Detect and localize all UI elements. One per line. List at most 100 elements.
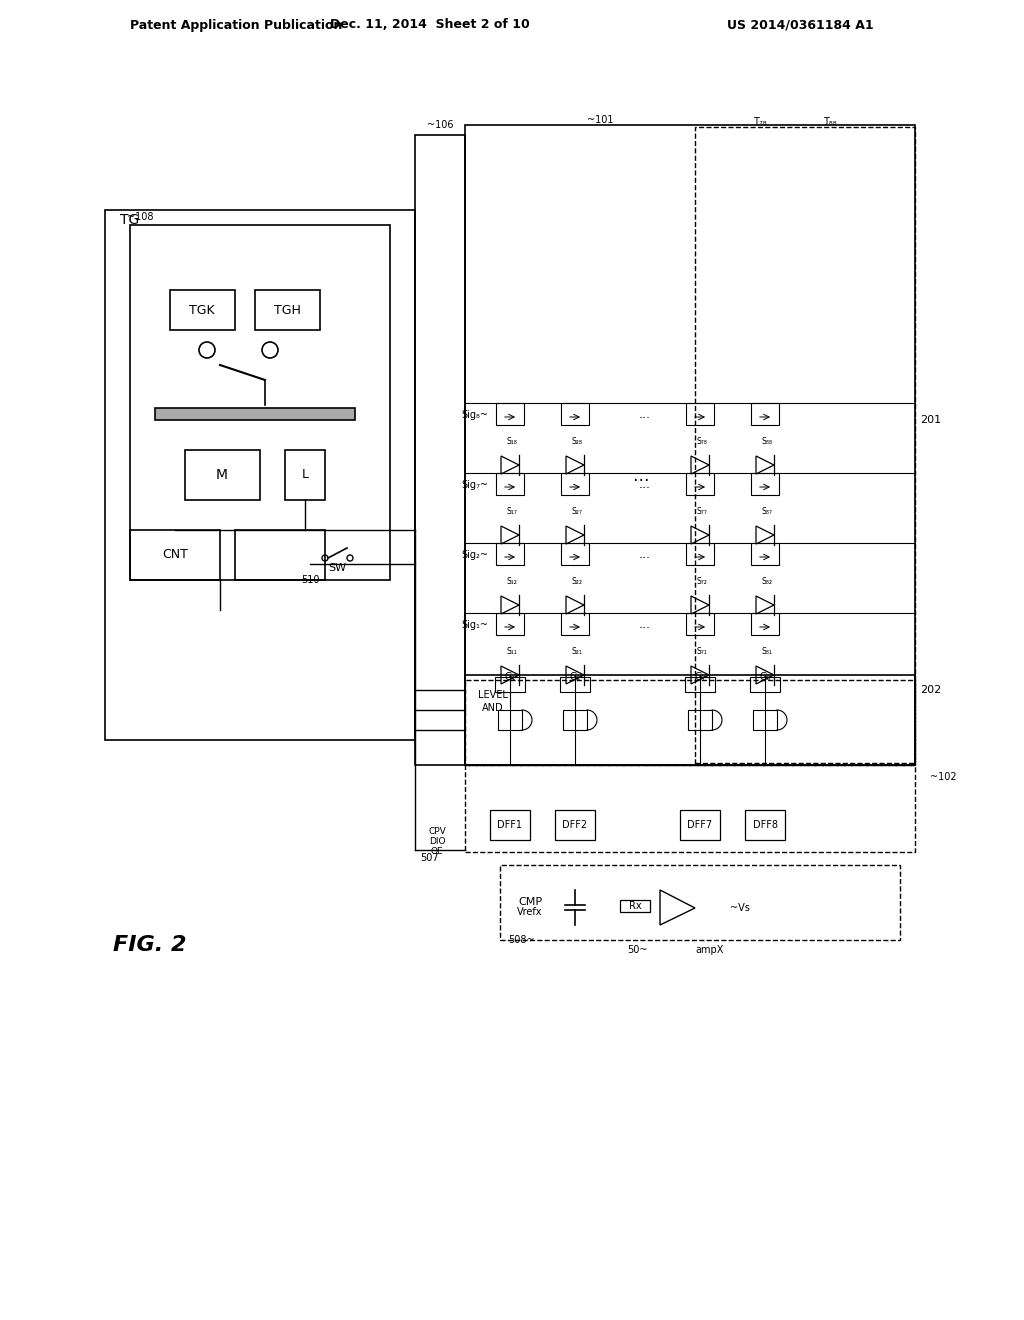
Text: S₂₁: S₂₁ xyxy=(571,648,583,656)
Bar xyxy=(465,766,915,851)
Text: S₁₈: S₁₈ xyxy=(507,437,517,446)
Text: G₈: G₈ xyxy=(760,672,771,682)
Text: Sig₂~: Sig₂~ xyxy=(462,550,488,560)
Text: TGH: TGH xyxy=(273,304,300,317)
Text: T₈₈: T₈₈ xyxy=(823,117,837,127)
Text: 510: 510 xyxy=(301,576,319,585)
Text: CPV: CPV xyxy=(428,828,445,837)
Bar xyxy=(498,710,522,730)
Text: FIG. 2: FIG. 2 xyxy=(114,935,186,954)
Bar xyxy=(685,677,715,692)
Bar xyxy=(561,473,589,495)
Text: ~106: ~106 xyxy=(427,120,454,129)
Text: S₇₇: S₇₇ xyxy=(696,507,708,516)
Text: S₁₁: S₁₁ xyxy=(507,648,517,656)
Text: 507: 507 xyxy=(420,853,438,863)
Text: S₂₈: S₂₈ xyxy=(571,437,583,446)
Text: S₁₇: S₁₇ xyxy=(507,507,517,516)
Bar xyxy=(750,677,780,692)
Text: 201: 201 xyxy=(920,414,941,425)
Text: Rx: Rx xyxy=(629,902,641,911)
Bar xyxy=(130,224,390,579)
Bar xyxy=(560,677,590,692)
Text: 50~: 50~ xyxy=(627,945,647,954)
Text: S₈₁: S₈₁ xyxy=(762,648,772,656)
Text: S₁₂: S₁₂ xyxy=(507,578,517,586)
Text: Patent Application Publication: Patent Application Publication xyxy=(130,18,342,32)
Text: US 2014/0361184 A1: US 2014/0361184 A1 xyxy=(727,18,873,32)
Bar xyxy=(686,403,714,425)
Bar xyxy=(490,810,530,840)
Text: LEVEL: LEVEL xyxy=(478,690,508,700)
Bar xyxy=(686,612,714,635)
Text: S₂₂: S₂₂ xyxy=(571,578,583,586)
Text: S₈₈: S₈₈ xyxy=(762,437,772,446)
Text: Vrefx: Vrefx xyxy=(517,907,543,917)
Bar xyxy=(170,290,234,330)
Text: T₇₈: T₇₈ xyxy=(754,117,767,127)
Bar xyxy=(695,127,915,763)
Text: DFF8: DFF8 xyxy=(753,820,777,830)
Bar xyxy=(495,677,525,692)
Bar xyxy=(620,900,650,912)
Text: ...: ... xyxy=(639,408,651,421)
Bar xyxy=(686,543,714,565)
Bar xyxy=(686,473,714,495)
Text: ~102: ~102 xyxy=(930,772,956,781)
Bar xyxy=(500,865,900,940)
Bar xyxy=(563,710,587,730)
Text: DFF7: DFF7 xyxy=(687,820,713,830)
Text: G₂: G₂ xyxy=(569,672,581,682)
Text: CNT: CNT xyxy=(162,549,188,561)
Text: ~108: ~108 xyxy=(127,213,154,222)
Text: S₈₇: S₈₇ xyxy=(762,507,772,516)
Bar xyxy=(555,810,595,840)
Bar xyxy=(415,135,465,766)
Text: ⋯: ⋯ xyxy=(632,471,648,488)
Bar xyxy=(465,680,915,766)
Text: S₇₈: S₇₈ xyxy=(696,437,708,446)
Bar xyxy=(561,543,589,565)
Text: G₇: G₇ xyxy=(694,672,706,682)
Text: S₂₇: S₂₇ xyxy=(571,507,583,516)
Bar xyxy=(745,810,785,840)
Text: Dec. 11, 2014  Sheet 2 of 10: Dec. 11, 2014 Sheet 2 of 10 xyxy=(330,18,529,32)
Bar xyxy=(234,531,325,579)
Text: M: M xyxy=(216,469,228,482)
Bar xyxy=(751,473,779,495)
Bar xyxy=(751,403,779,425)
Bar xyxy=(496,612,524,635)
Text: Sig₁~: Sig₁~ xyxy=(462,620,488,630)
Bar xyxy=(680,810,720,840)
Text: ...: ... xyxy=(639,549,651,561)
Text: DIO: DIO xyxy=(429,837,445,846)
Bar xyxy=(185,450,260,500)
Bar xyxy=(688,710,712,730)
Text: Sig₇~: Sig₇~ xyxy=(462,480,488,490)
Bar xyxy=(255,290,319,330)
Bar xyxy=(751,543,779,565)
Bar xyxy=(285,450,325,500)
Bar xyxy=(561,612,589,635)
Text: CMP: CMP xyxy=(518,898,542,907)
Text: ampX: ampX xyxy=(696,945,724,954)
Text: ...: ... xyxy=(639,479,651,491)
Bar xyxy=(496,473,524,495)
Text: Sig₈~: Sig₈~ xyxy=(462,411,488,420)
Bar xyxy=(105,210,415,741)
Text: DFF1: DFF1 xyxy=(498,820,522,830)
Text: TGK: TGK xyxy=(189,304,215,317)
Text: 202: 202 xyxy=(920,685,941,696)
Bar xyxy=(155,408,355,420)
Text: S₈₂: S₈₂ xyxy=(762,578,772,586)
Bar xyxy=(130,531,220,579)
Bar xyxy=(496,403,524,425)
Text: S₇₂: S₇₂ xyxy=(696,578,708,586)
Text: TG: TG xyxy=(120,213,139,227)
Text: G₁: G₁ xyxy=(504,672,516,682)
Text: ~101: ~101 xyxy=(587,115,613,125)
Text: 508~: 508~ xyxy=(508,935,535,945)
Bar xyxy=(465,125,915,766)
Bar xyxy=(751,612,779,635)
Text: AND: AND xyxy=(482,704,504,713)
